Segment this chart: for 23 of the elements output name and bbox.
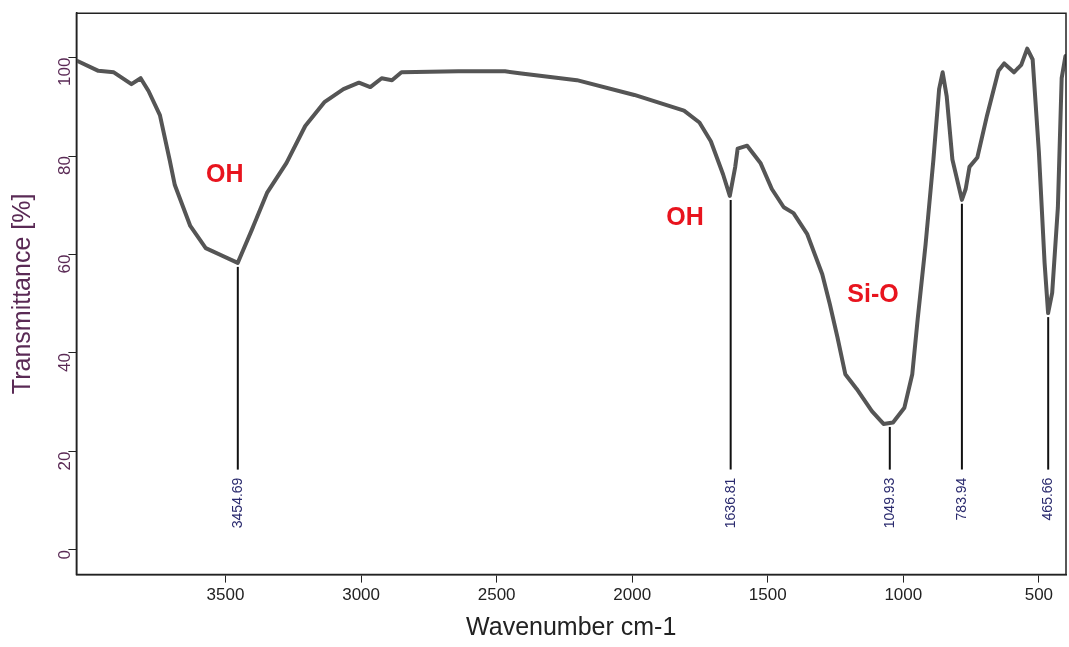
- y-axis-title: Transmittance [%]: [6, 193, 35, 395]
- y-tick-label: 100: [55, 57, 75, 86]
- x-axis-title: Wavenumber cm-1: [466, 611, 677, 640]
- y-tick-label: 60: [55, 254, 75, 274]
- x-tick-label: 1500: [748, 585, 787, 605]
- annotation: Si-O: [847, 278, 899, 307]
- annotation: OH: [206, 158, 244, 187]
- x-tick-label: 3000: [342, 585, 380, 605]
- x-tick-label: 2000: [613, 585, 652, 605]
- x-tick-label: 2500: [477, 585, 516, 605]
- annotation: OH: [666, 202, 704, 230]
- annotation: 465.66: [1039, 477, 1056, 521]
- annotation: 1049.93: [880, 477, 897, 529]
- x-tick-label: 500: [1024, 585, 1054, 605]
- x-tick-label: 3500: [206, 585, 245, 605]
- annotation: 783.94: [952, 477, 969, 521]
- y-tick-label: 0: [55, 549, 75, 560]
- y-tick-label: 20: [55, 451, 75, 471]
- y-tick-label: 80: [55, 156, 75, 175]
- x-tick-label: 1000: [884, 585, 923, 605]
- annotation: 1636.81: [721, 477, 738, 529]
- y-tick-label: 40: [55, 352, 75, 372]
- annotation: 3454.69: [228, 477, 245, 529]
